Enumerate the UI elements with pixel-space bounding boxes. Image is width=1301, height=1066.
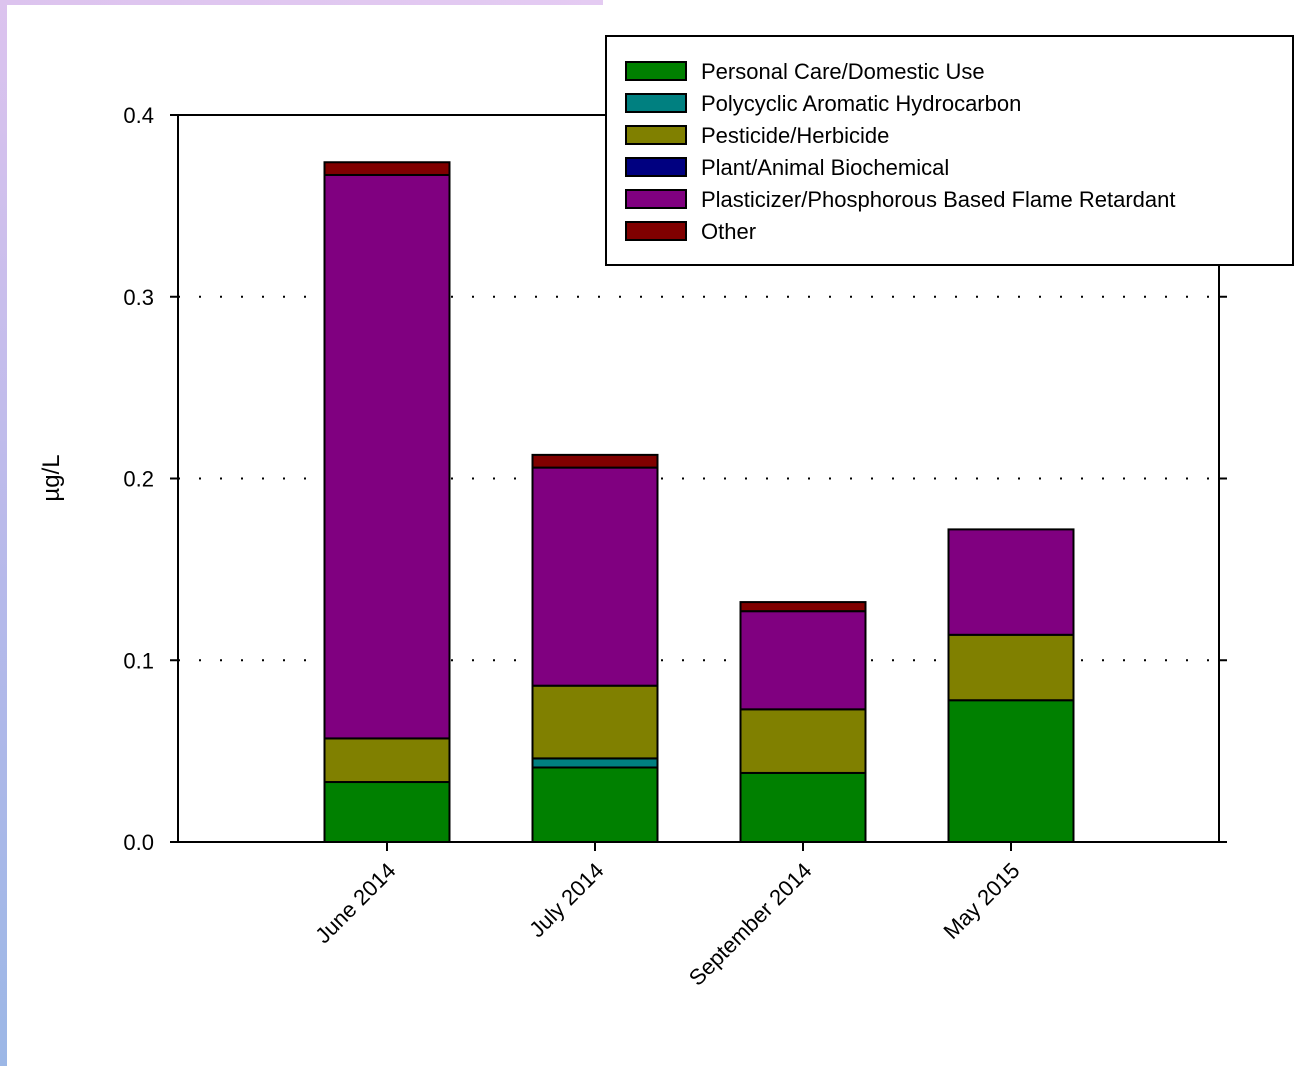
legend-box bbox=[605, 35, 1294, 266]
legend-label: Other bbox=[701, 219, 756, 244]
bar-segment-2-5 bbox=[739, 601, 867, 613]
x-axis: June 2014 July 2014 September 2014 May 2015 bbox=[310, 842, 1025, 991]
legend-label: Polycyclic Aromatic Hydrocarbon bbox=[701, 91, 1021, 116]
y-tick-label: 0.0 bbox=[123, 830, 154, 855]
bar-segment-1-1 bbox=[531, 757, 659, 769]
y-axis-title: µg/L bbox=[38, 454, 65, 501]
y-axis: 0.0 0.1 0.2 0.3 0.4 bbox=[123, 103, 1227, 855]
bar-segment-3-0 bbox=[947, 699, 1075, 843]
bar-segment-3-4 bbox=[947, 528, 1075, 636]
y-tick-label: 0.4 bbox=[123, 103, 154, 128]
bar-segment-2-2 bbox=[739, 708, 867, 774]
legend-swatch bbox=[625, 93, 687, 113]
bar-segment-1-0 bbox=[531, 766, 659, 843]
x-tick-label: September 2014 bbox=[684, 858, 817, 991]
x-tick-label: May 2015 bbox=[939, 858, 1025, 944]
bar-segment-3-2 bbox=[947, 633, 1075, 702]
bar-segment-1-5 bbox=[531, 453, 659, 469]
y-tick-label: 0.2 bbox=[123, 467, 154, 492]
bar-segment-2-4 bbox=[739, 610, 867, 711]
y-tick-label: 0.3 bbox=[123, 285, 154, 310]
bar-segment-1-4 bbox=[531, 466, 659, 687]
legend-swatch bbox=[625, 189, 687, 209]
x-tick-label: June 2014 bbox=[310, 858, 400, 948]
bar-segment-2-0 bbox=[739, 771, 867, 843]
legend-swatch bbox=[625, 125, 687, 145]
bar-segment-0-5 bbox=[323, 161, 451, 176]
legend-label: Plant/Animal Biochemical bbox=[701, 155, 949, 180]
legend-swatch bbox=[625, 61, 687, 81]
bar-segment-0-2 bbox=[323, 737, 451, 784]
top-decorative-strip bbox=[0, 0, 603, 5]
legend-swatch bbox=[625, 157, 687, 177]
legend-label: Personal Care/Domestic Use bbox=[701, 59, 985, 84]
left-decorative-strip bbox=[0, 0, 7, 1066]
legend: Personal Care/Domestic Use Polycyclic Aro… bbox=[605, 35, 1294, 266]
legend-label: Pesticide/Herbicide bbox=[701, 123, 889, 148]
bar-segment-1-2 bbox=[531, 684, 659, 760]
legend-swatch bbox=[625, 221, 687, 241]
bar-segment-0-0 bbox=[323, 781, 451, 844]
legend-label: Plasticizer/Phosphorous Based Flame Reta… bbox=[701, 187, 1175, 212]
x-tick-label: July 2014 bbox=[524, 858, 608, 942]
bar-segment-0-4 bbox=[323, 173, 451, 740]
y-tick-label: 0.1 bbox=[123, 648, 154, 673]
bars bbox=[323, 161, 1075, 844]
